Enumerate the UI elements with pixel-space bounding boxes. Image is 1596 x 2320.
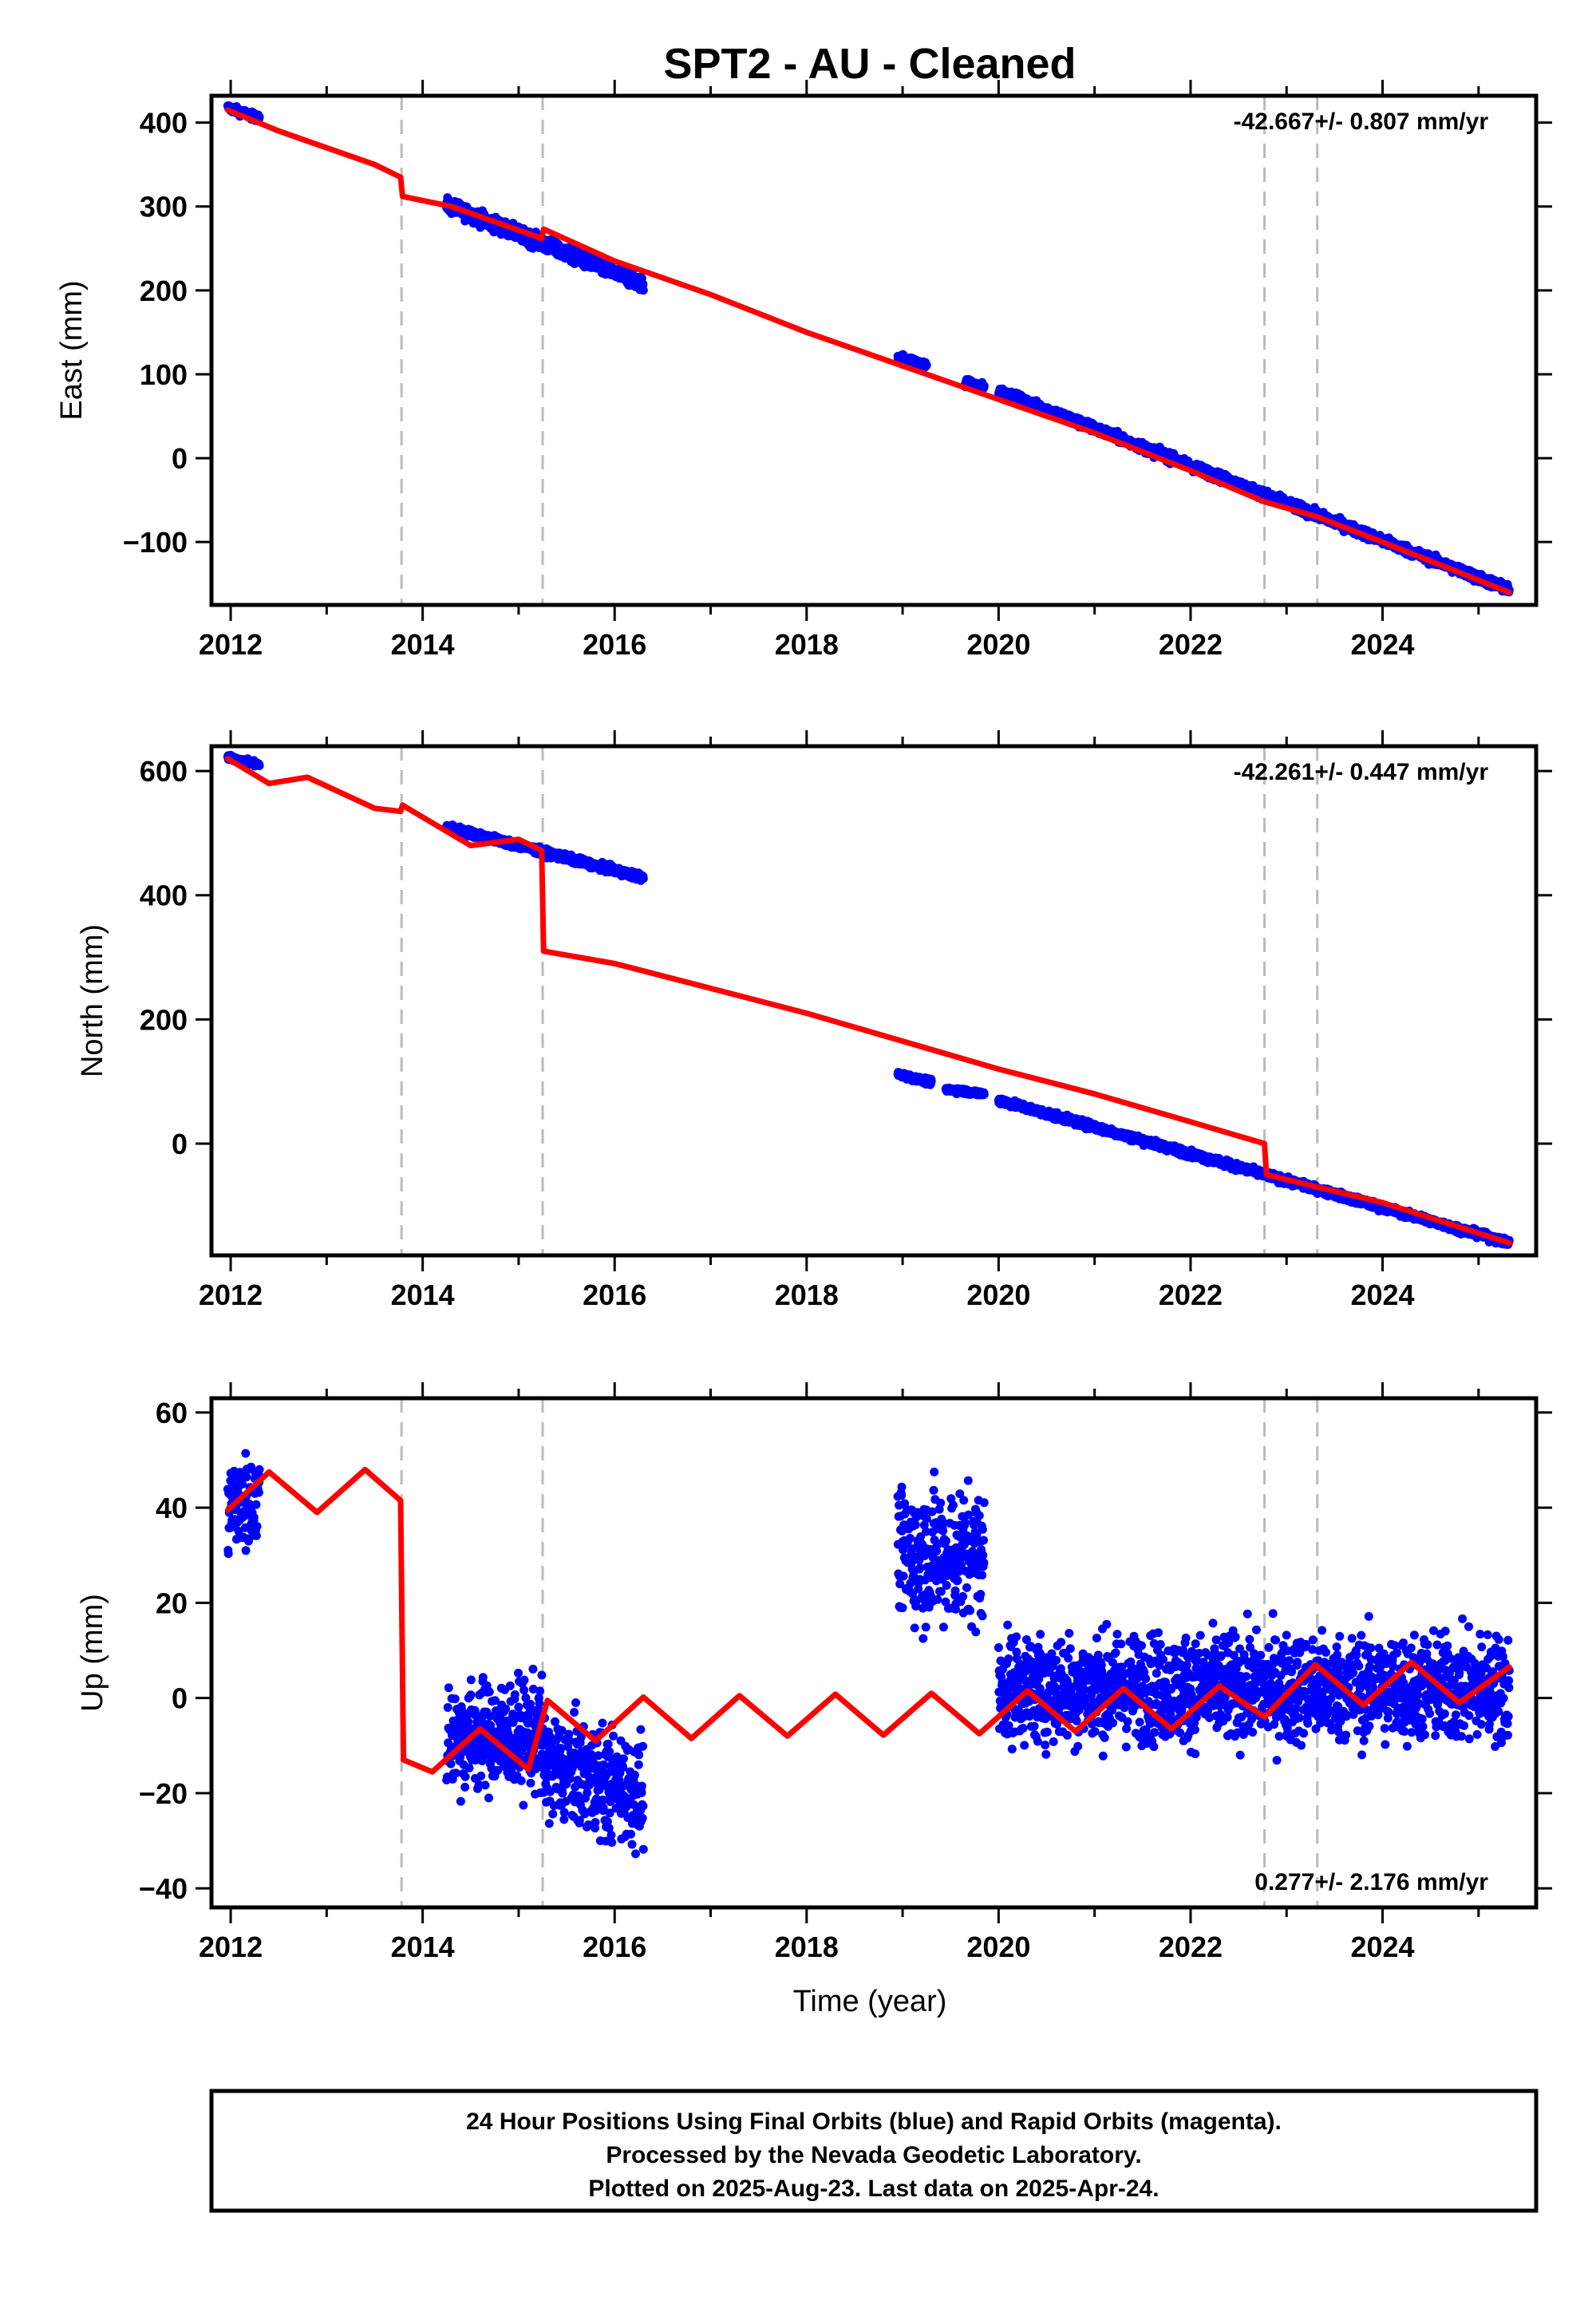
east-y-label: East (mm)	[55, 280, 89, 420]
data-point	[980, 1090, 989, 1099]
east-data-points	[223, 101, 1514, 596]
x-tick-label: 2022	[1159, 628, 1223, 661]
y-tick-label: 300	[140, 191, 188, 223]
x-tick-label: 2018	[775, 628, 839, 661]
north-data-points	[223, 751, 1514, 1249]
x-tick-label: 2012	[199, 628, 263, 661]
y-tick-label: 200	[140, 275, 188, 307]
figure-title: SPT2 - AU - Cleaned	[663, 40, 1076, 88]
east-panel: 2012 2014 2016 2018 2020 2022 2024 −100 0 100 200 3…	[55, 80, 1552, 661]
data-point	[639, 874, 648, 883]
y-tick-label: −100	[123, 526, 188, 559]
x-tick-label: 2020	[966, 628, 1030, 661]
data-point	[922, 361, 931, 370]
x-tick-label: 2016	[583, 628, 646, 661]
east-plot-area	[223, 96, 1514, 605]
y-tick-label: 0	[172, 442, 188, 475]
data-point	[639, 286, 648, 294]
x-tick-label: 2024	[1350, 628, 1414, 661]
x-tick-label: 2014	[391, 628, 455, 661]
east-rate-label: -42.667+/- 0.807 mm/yr	[1234, 109, 1489, 135]
north-plot-area	[223, 746, 1514, 1255]
data-point	[927, 1077, 936, 1085]
y-tick-label: 100	[140, 358, 188, 391]
data-point	[255, 761, 264, 770]
data-point	[980, 381, 989, 390]
y-tick-label: 400	[140, 107, 188, 140]
